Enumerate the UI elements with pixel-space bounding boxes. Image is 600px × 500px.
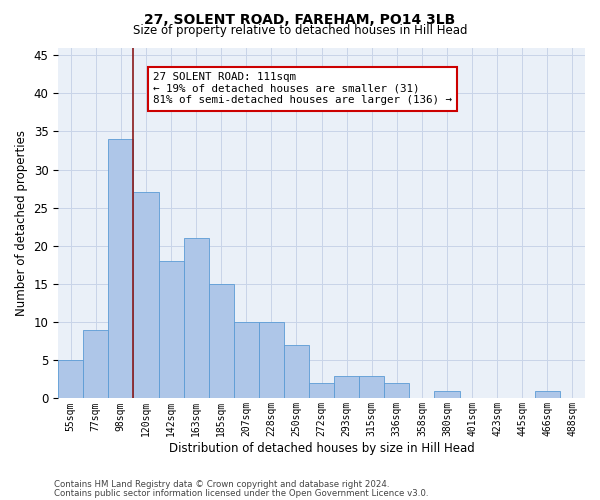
Bar — [434, 391, 460, 398]
Bar — [535, 391, 560, 398]
Text: 27 SOLENT ROAD: 111sqm
← 19% of detached houses are smaller (31)
81% of semi-det: 27 SOLENT ROAD: 111sqm ← 19% of detached… — [153, 72, 452, 106]
Bar — [259, 322, 284, 398]
Bar — [334, 376, 359, 398]
Bar — [284, 345, 309, 399]
Bar — [309, 383, 334, 398]
Text: Size of property relative to detached houses in Hill Head: Size of property relative to detached ho… — [133, 24, 467, 37]
Bar — [384, 383, 409, 398]
Text: Contains public sector information licensed under the Open Government Licence v3: Contains public sector information licen… — [54, 488, 428, 498]
Y-axis label: Number of detached properties: Number of detached properties — [15, 130, 28, 316]
Bar — [109, 139, 133, 398]
Bar — [234, 322, 259, 398]
X-axis label: Distribution of detached houses by size in Hill Head: Distribution of detached houses by size … — [169, 442, 475, 455]
Bar — [359, 376, 384, 398]
Bar — [133, 192, 158, 398]
Text: 27, SOLENT ROAD, FAREHAM, PO14 3LB: 27, SOLENT ROAD, FAREHAM, PO14 3LB — [145, 12, 455, 26]
Bar — [184, 238, 209, 398]
Bar — [83, 330, 109, 398]
Bar — [158, 261, 184, 398]
Bar — [58, 360, 83, 399]
Bar — [209, 284, 234, 399]
Text: Contains HM Land Registry data © Crown copyright and database right 2024.: Contains HM Land Registry data © Crown c… — [54, 480, 389, 489]
